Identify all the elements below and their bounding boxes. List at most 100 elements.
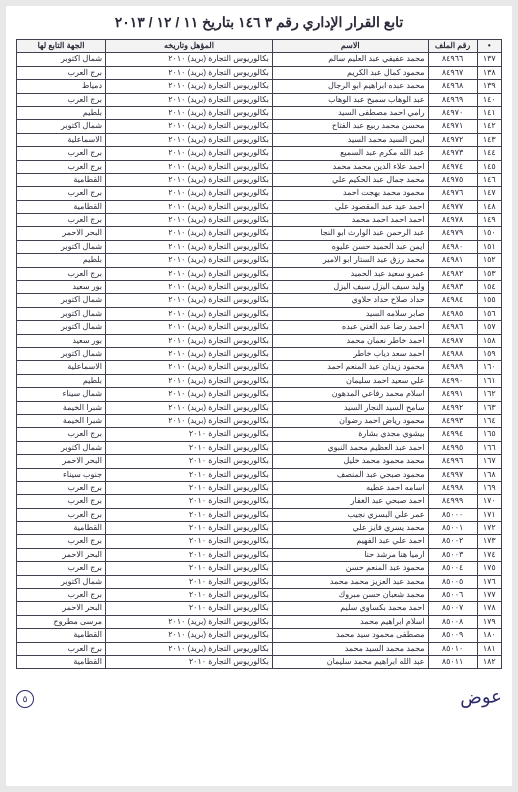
cell-qual: بكالوريوس التجارة (بريد) ٢٠١٠ — [106, 294, 273, 307]
cell-name: عبد الوهاب سميح عبد الوهاب — [272, 93, 428, 106]
cell-name: محمود زيدان عبد المنعم احمد — [272, 361, 428, 374]
cell-dept: بور سعيد — [17, 334, 106, 347]
cell-name: بيشوي مجدي بشارة — [272, 428, 428, 441]
cell-name: محسن محمد ربيع عبد الفتاح — [272, 120, 428, 133]
table-row: ١٤٦٨٤٩٧٥محمد جمال عبد الحكيم عليبكالوريو… — [17, 173, 502, 186]
cell-file: ٨٤٩٨٦ — [428, 321, 477, 334]
cell-dept: برج العرب — [17, 93, 106, 106]
table-row: ١٤١٨٤٩٧٠رامي احمد مصطفى السيدبكالوريوس ا… — [17, 106, 502, 119]
table-row: ١٦٤٨٤٩٩٣محمود رياض احمد رضوانبكالوريوس ا… — [17, 414, 502, 427]
cell-file: ٨٤٩٩٤ — [428, 428, 477, 441]
cell-idx: ١٧٠ — [477, 495, 501, 508]
cell-qual: بكالوريوس التجارة (بريد) ٢٠١٠ — [106, 414, 273, 427]
cell-idx: ١٦٠ — [477, 361, 501, 374]
cell-dept: البحر الاحمر — [17, 227, 106, 240]
cell-file: ٨٤٩٧٩ — [428, 227, 477, 240]
cell-dept: البحر الاحمر — [17, 602, 106, 615]
cell-name: محمد يسري فايز علي — [272, 522, 428, 535]
table-row: ١٦٨٨٤٩٩٧محمود صبحي عبد المنصفبكالوريوس ا… — [17, 468, 502, 481]
cell-file: ٨٤٩٨٥ — [428, 307, 477, 320]
cell-name: محمد عبد العزيز محمد محمد — [272, 575, 428, 588]
cell-idx: ١٥٧ — [477, 321, 501, 334]
cell-dept: بلطيم — [17, 106, 106, 119]
cell-name: احمد عبد العظيم محمد النبوي — [272, 441, 428, 454]
cell-qual: بكالوريوس التجارة ٢٠١٠ — [106, 575, 273, 588]
cell-qual: بكالوريوس التجارة ٢٠١٠ — [106, 562, 273, 575]
cell-idx: ١٧٣ — [477, 535, 501, 548]
cell-idx: ١٣٧ — [477, 53, 501, 66]
table-row: ١٥٢٨٤٩٨١محمد رزق عبد الستار ابو الاميربك… — [17, 254, 502, 267]
cell-file: ٨٥٠٠٣ — [428, 548, 477, 561]
cell-qual: بكالوريوس التجارة ٢٠١٠ — [106, 522, 273, 535]
cell-dept: البحر الاحمر — [17, 455, 106, 468]
cell-name: اسلام محمد رفاعي المدهون — [272, 388, 428, 401]
cell-dept: مرسى مطروح — [17, 615, 106, 628]
cell-name: عبد الله ابراهيم محمد سليمان — [272, 655, 428, 668]
cell-qual: بكالوريوس التجارة ٢٠١٠ — [106, 455, 273, 468]
data-table: • رقم الملف الاسم المؤهل وتاريخه الجهة ا… — [16, 39, 502, 669]
cell-name: محمد محمود محمد خليل — [272, 455, 428, 468]
cell-file: ٨٤٩٩٩ — [428, 495, 477, 508]
table-row: ١٨١٨٥٠١٠محمد محمد السيد محمدبكالوريوس ال… — [17, 642, 502, 655]
cell-idx: ١٦١ — [477, 374, 501, 387]
cell-qual: بكالوريوس التجارة (بريد) ٢٠١٠ — [106, 388, 273, 401]
cell-dept: الاسماعلية — [17, 133, 106, 146]
table-row: ١٤٨٨٤٩٧٧احمد عيد عبد المقصود عليبكالوريو… — [17, 200, 502, 213]
cell-idx: ١٦٣ — [477, 401, 501, 414]
cell-name: محمود رياض احمد رضوان — [272, 414, 428, 427]
cell-idx: ١٥٦ — [477, 307, 501, 320]
cell-name: محمد جمال عبد الحكيم علي — [272, 173, 428, 186]
cell-dept: بور سعيد — [17, 281, 106, 294]
cell-dept: برج العرب — [17, 495, 106, 508]
table-row: ١٣٧٨٤٩٦٦محمد عفيفي عبد العليم سالمبكالور… — [17, 53, 502, 66]
cell-dept: برج العرب — [17, 66, 106, 79]
cell-name: محمد عفيفي عبد العليم سالم — [272, 53, 428, 66]
cell-name: محمود صبحي عبد المنصف — [272, 468, 428, 481]
table-row: ١٥٥٨٤٩٨٤حداد صلاح حداد حلاويبكالوريوس ال… — [17, 294, 502, 307]
cell-dept: بلطيم — [17, 374, 106, 387]
cell-file: ٨٤٩٧٧ — [428, 200, 477, 213]
cell-qual: بكالوريوس التجارة ٢٠١٠ — [106, 535, 273, 548]
table-header-row: • رقم الملف الاسم المؤهل وتاريخه الجهة ا… — [17, 40, 502, 53]
cell-file: ٨٤٩٩٣ — [428, 414, 477, 427]
cell-dept: شبرا الخيمة — [17, 414, 106, 427]
cell-dept: القطامية — [17, 173, 106, 186]
cell-qual: بكالوريوس التجارة (بريد) ٢٠١٠ — [106, 200, 273, 213]
cell-file: ٨٤٩٨١ — [428, 254, 477, 267]
table-row: ١٦٦٨٤٩٩٥احمد عبد العظيم محمد النبويبكالو… — [17, 441, 502, 454]
cell-dept: بلطيم — [17, 254, 106, 267]
cell-qual: بكالوريوس التجارة (بريد) ٢٠١٠ — [106, 187, 273, 200]
cell-dept: شمال اكتوبر — [17, 307, 106, 320]
cell-idx: ١٧٩ — [477, 615, 501, 628]
cell-file: ٨٤٩٧٦ — [428, 187, 477, 200]
cell-dept: الاسماعلية — [17, 361, 106, 374]
cell-qual: بكالوريوس التجارة (بريد) ٢٠١٠ — [106, 642, 273, 655]
cell-qual: بكالوريوس التجارة ٢٠١٠ — [106, 441, 273, 454]
cell-dept: برج العرب — [17, 147, 106, 160]
cell-name: محمد رزق عبد الستار ابو الامير — [272, 254, 428, 267]
cell-file: ٨٤٩٦٨ — [428, 80, 477, 93]
cell-qual: بكالوريوس التجارة (بريد) ٢٠١٠ — [106, 53, 273, 66]
cell-idx: ١٦٤ — [477, 414, 501, 427]
cell-name: محمد عبده ابراهيم ابو الرجال — [272, 80, 428, 93]
cell-qual: بكالوريوس التجارة (بريد) ٢٠١٠ — [106, 267, 273, 280]
cell-qual: بكالوريوس التجارة (بريد) ٢٠١٠ — [106, 374, 273, 387]
cell-dept: شمال اكتوبر — [17, 294, 106, 307]
table-row: ١٧٩٨٥٠٠٨اسلام ابراهيم محمدبكالوريوس التج… — [17, 615, 502, 628]
table-row: ١٦١٨٤٩٩٠علي سعيد احمد سليمانبكالوريوس ال… — [17, 374, 502, 387]
cell-name: ارميا هنا مرشد حنا — [272, 548, 428, 561]
cell-name: محمود محمد بهجت احمد — [272, 187, 428, 200]
table-row: ١٧١٨٥٠٠٠عمر علي البسري نجيببكالوريوس الت… — [17, 508, 502, 521]
cell-file: ٨٥٠١١ — [428, 655, 477, 668]
table-row: ١٣٨٨٤٩٦٧محمود كمال عبد الكريمبكالوريوس ا… — [17, 66, 502, 79]
cell-file: ٨٤٩٨٢ — [428, 267, 477, 280]
cell-qual: بكالوريوس التجارة ٢٠١٠ — [106, 508, 273, 521]
cell-file: ٨٤٩٩٢ — [428, 401, 477, 414]
table-row: ١٧٨٨٥٠٠٧احمد محمد بكساوي سليمبكالوريوس ا… — [17, 602, 502, 615]
col-header-qual: المؤهل وتاريخه — [106, 40, 273, 53]
cell-idx: ١٣٩ — [477, 80, 501, 93]
cell-dept: برج العرب — [17, 642, 106, 655]
table-row: ١٥٠٨٤٩٧٩عبد الرحمن عبد الوارث ابو النجاب… — [17, 227, 502, 240]
cell-file: ٨٤٩٦٧ — [428, 66, 477, 79]
cell-qual: بكالوريوس التجارة (بريد) ٢٠١٠ — [106, 401, 273, 414]
